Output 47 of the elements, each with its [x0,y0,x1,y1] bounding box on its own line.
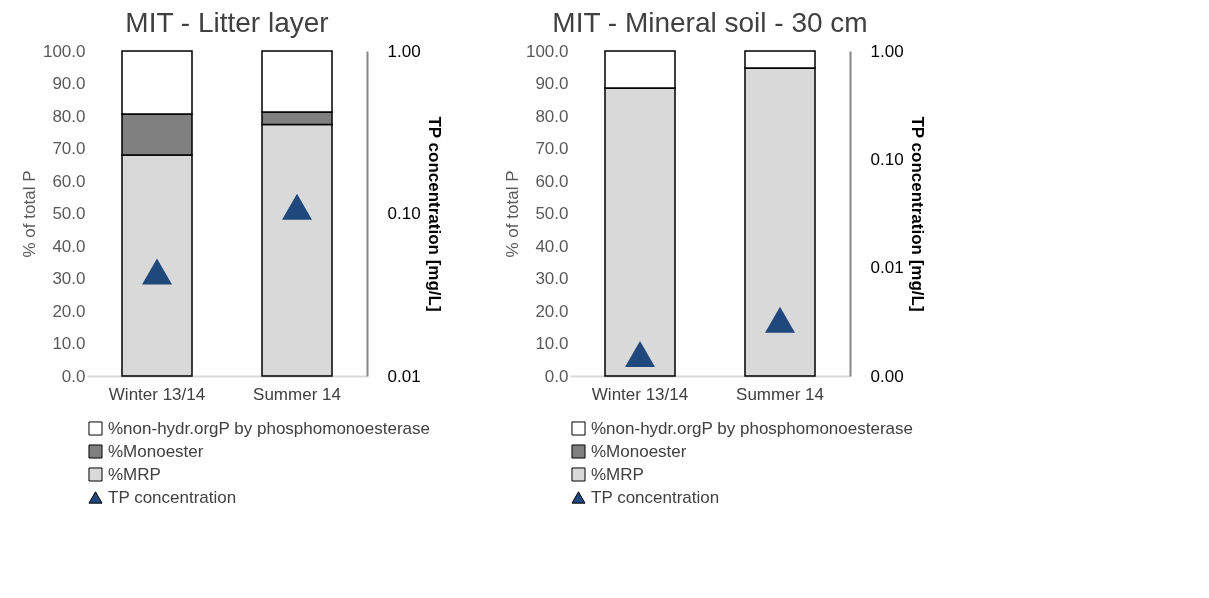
y-tick-label: 60.0 [535,171,569,191]
x-tick-label: Winter 13/14 [591,384,689,404]
legend-label: TP concentration [108,487,237,507]
y-tick-label: 20.0 [535,301,569,321]
legend-label: %Monoester [108,441,204,461]
y-tick-label: 70.0 [535,139,569,158]
y-tick-label: 0.0 [61,366,86,386]
y-tick-label: 60.0 [52,171,86,191]
y2-tick-label: 0.01 [870,258,904,278]
y-tick-label: 30.0 [52,269,86,288]
y-tick-label: 40.0 [52,236,86,256]
y-tick-label: 50.0 [52,204,86,223]
y-tick-label: 70.0 [52,139,86,158]
y2-tick-label: 0.10 [870,149,904,169]
y-tick-label: 80.0 [52,106,86,126]
y2-tick-label: 1.00 [870,41,904,61]
legend-label: %MRP [108,464,161,484]
y-tick-label: 20.0 [52,301,86,321]
y2-tick-label: 1.00 [387,41,421,61]
legend-label: %Monoester [591,441,687,461]
y-tick-label: 90.0 [52,74,86,93]
y-tick-label: 40.0 [535,236,569,256]
y2-tick-label: 0.01 [387,366,421,386]
y2-tick-label: 0.00 [870,366,904,386]
y-axis-title: % of total P [502,170,522,258]
chart-title: MIT - Litter layer [125,7,329,38]
y-tick-label: 100.0 [525,41,569,61]
y-tick-label: 80.0 [535,106,569,126]
y-tick-label: 100.0 [42,41,86,61]
y2-axis-title: TP concentration [mg/L] [907,116,927,312]
legend-label: TP concentration [591,487,720,507]
legend-label: %MRP [591,464,644,484]
chart-title: MIT - Mineral soil - 30 cm [552,7,868,38]
legend-label: %non-hydr.orgP by phosphomonoesterase [591,418,913,438]
y2-axis-title: TP concentration [mg/L] [424,116,444,312]
y-tick-label: 10.0 [52,334,86,353]
y-axis-title: % of total P [19,170,39,258]
y-tick-label: 10.0 [535,334,569,353]
x-tick-label: Winter 13/14 [108,384,206,404]
y-tick-label: 50.0 [535,204,569,223]
legend-label: %non-hydr.orgP by phosphomonoesterase [108,418,430,438]
x-tick-label: Summer 14 [736,384,824,404]
y-tick-label: 30.0 [535,269,569,288]
x-tick-label: Summer 14 [253,384,341,404]
y-tick-label: 90.0 [535,74,569,93]
y-tick-label: 0.0 [544,366,569,386]
y2-tick-label: 0.10 [387,204,421,223]
